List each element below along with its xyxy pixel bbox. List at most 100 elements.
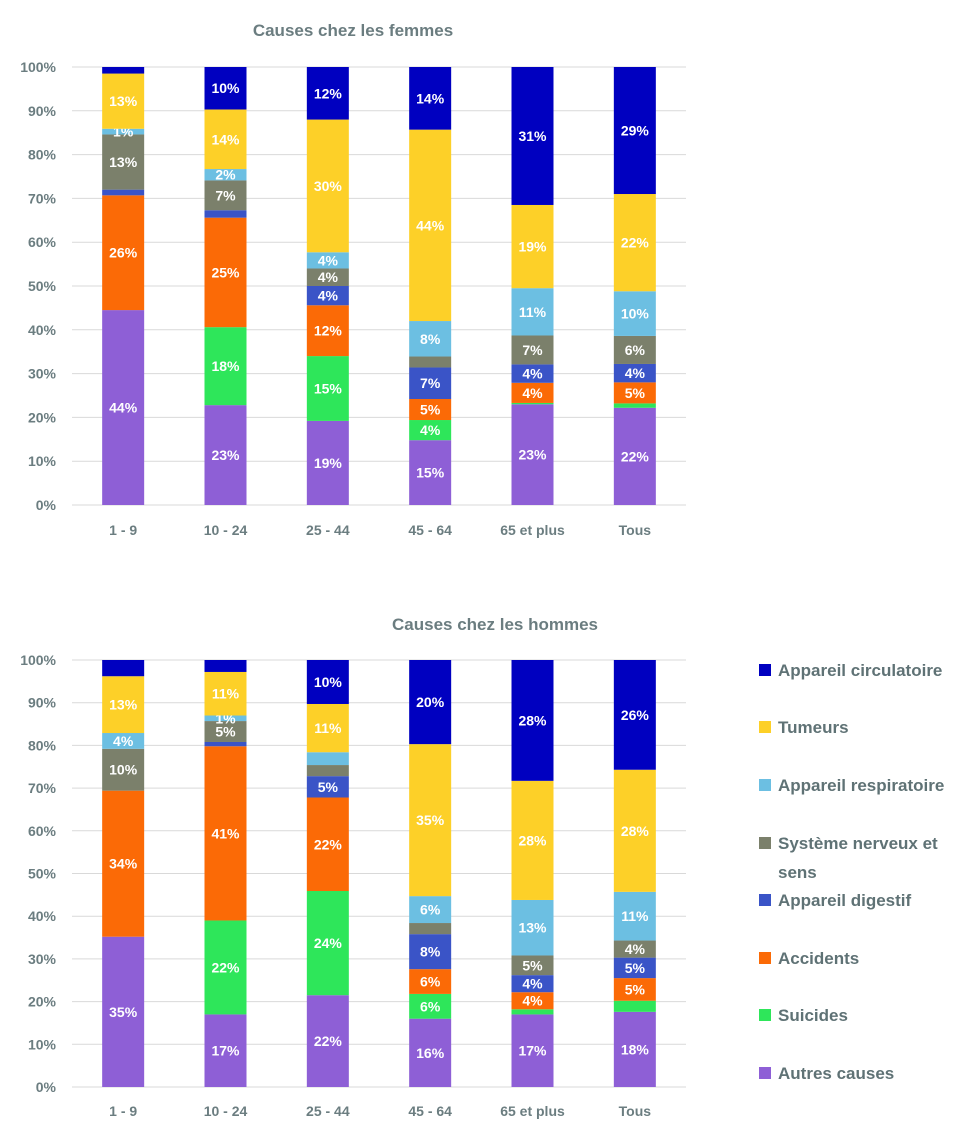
bar-segment bbox=[511, 402, 554, 405]
bar-segment bbox=[409, 67, 452, 130]
data-label: 10% bbox=[109, 762, 138, 778]
bar-segment bbox=[102, 936, 145, 1087]
x-tick-label: 10 - 24 bbox=[204, 1103, 248, 1119]
data-label: 19% bbox=[314, 455, 343, 471]
x-tick-label: 25 - 44 bbox=[306, 1103, 350, 1119]
bar-segment bbox=[204, 920, 247, 1015]
bar-segment bbox=[613, 335, 656, 364]
data-label: 4% bbox=[420, 422, 441, 438]
data-label: 5% bbox=[522, 957, 543, 973]
bar-segment bbox=[613, 403, 656, 408]
data-label: 19% bbox=[518, 239, 547, 255]
y-tick-label: 50% bbox=[28, 278, 57, 294]
y-tick-label: 80% bbox=[28, 737, 57, 753]
x-tick-label: 25 - 44 bbox=[306, 522, 350, 538]
bar-segment bbox=[409, 321, 452, 357]
y-tick-label: 70% bbox=[28, 190, 57, 206]
bar-segment bbox=[511, 660, 554, 781]
bar-segment bbox=[511, 364, 554, 383]
data-label: 4% bbox=[318, 269, 339, 285]
legend-label: Autres causes bbox=[778, 1064, 894, 1083]
data-label: 17% bbox=[211, 1043, 240, 1059]
y-tick-label: 0% bbox=[36, 497, 57, 513]
y-tick-label: 40% bbox=[28, 322, 57, 338]
x-tick-label: 45 - 64 bbox=[408, 1103, 452, 1119]
data-label: 31% bbox=[518, 128, 547, 144]
bar-segment bbox=[102, 67, 145, 74]
data-label: 26% bbox=[621, 707, 650, 723]
x-tick-label: 1 - 9 bbox=[109, 1103, 137, 1119]
y-tick-label: 70% bbox=[28, 780, 57, 796]
bar-segment bbox=[204, 109, 247, 170]
bar-segment bbox=[409, 440, 452, 505]
data-label: 29% bbox=[621, 123, 650, 139]
y-tick-label: 80% bbox=[28, 147, 57, 163]
data-label: 15% bbox=[314, 380, 343, 396]
legend-label: Suicides bbox=[778, 1006, 848, 1025]
data-label: 5% bbox=[625, 981, 646, 997]
data-label: 4% bbox=[522, 993, 543, 1009]
data-label: 44% bbox=[416, 217, 445, 233]
data-label: 7% bbox=[522, 342, 543, 358]
legend-label: Appareil respiratoire bbox=[778, 776, 944, 795]
bar-segment bbox=[204, 671, 247, 716]
data-label: 11% bbox=[212, 686, 240, 702]
data-label: 14% bbox=[211, 131, 240, 147]
data-label: 28% bbox=[518, 832, 547, 848]
data-label: 4% bbox=[318, 288, 339, 304]
data-label: 6% bbox=[420, 974, 441, 990]
bar-segment bbox=[613, 67, 656, 195]
bar-segment bbox=[409, 356, 452, 368]
bar-segment bbox=[306, 995, 349, 1087]
bar-segment bbox=[204, 660, 247, 672]
legend-label: Système nerveux et bbox=[778, 834, 938, 853]
y-tick-label: 40% bbox=[28, 908, 57, 924]
bar-segment bbox=[204, 721, 247, 742]
x-tick-label: 1 - 9 bbox=[109, 522, 137, 538]
data-label: 13% bbox=[518, 920, 547, 936]
bar-segment bbox=[511, 955, 554, 976]
y-tick-label: 60% bbox=[28, 234, 57, 250]
data-label: 11% bbox=[314, 720, 342, 736]
bar-segment bbox=[613, 291, 656, 336]
bar-segment bbox=[306, 891, 349, 996]
bar-segment bbox=[306, 67, 349, 120]
data-label: 6% bbox=[420, 998, 441, 1014]
bar-segment bbox=[102, 195, 145, 311]
data-label: 4% bbox=[625, 941, 646, 957]
y-tick-label: 20% bbox=[28, 994, 57, 1010]
data-label: 12% bbox=[314, 323, 343, 339]
data-label: 4% bbox=[522, 385, 543, 401]
legend: Appareil circulatoire Tumeurs Appareil res… bbox=[759, 661, 944, 1083]
data-label: 20% bbox=[416, 694, 445, 710]
data-label: 13% bbox=[109, 154, 138, 170]
data-label: 26% bbox=[109, 245, 138, 261]
y-tick-label: 30% bbox=[28, 366, 57, 382]
y-tick-label: 60% bbox=[28, 823, 57, 839]
bar-segment bbox=[102, 134, 145, 190]
bar-segment bbox=[613, 1011, 656, 1087]
bar-segment bbox=[409, 660, 452, 745]
data-label: 35% bbox=[416, 812, 445, 828]
legend-swatch bbox=[759, 721, 771, 733]
data-label: 4% bbox=[625, 365, 646, 381]
bar-segment bbox=[511, 335, 554, 365]
bar-segment bbox=[613, 194, 656, 292]
y-tick-label: 30% bbox=[28, 951, 57, 967]
data-label: 28% bbox=[621, 823, 650, 839]
bar-segment bbox=[613, 407, 656, 505]
data-label: 22% bbox=[314, 1033, 343, 1049]
bar-segment bbox=[409, 969, 452, 994]
legend-label: Tumeurs bbox=[778, 718, 849, 737]
bar-segment bbox=[306, 703, 349, 753]
data-label: 11% bbox=[621, 908, 649, 924]
chart-hommes: Causes chez les hommes 0% 10% 20% 30% 40% 50%… bbox=[20, 615, 686, 1119]
data-label: 5% bbox=[625, 385, 646, 401]
legend-swatch bbox=[759, 952, 771, 964]
bar-segment bbox=[613, 957, 656, 979]
data-label: 23% bbox=[211, 447, 240, 463]
bar-segment bbox=[409, 367, 452, 400]
data-label: 8% bbox=[420, 331, 441, 347]
y-tick-label: 100% bbox=[20, 652, 56, 668]
data-label: 30% bbox=[314, 178, 343, 194]
